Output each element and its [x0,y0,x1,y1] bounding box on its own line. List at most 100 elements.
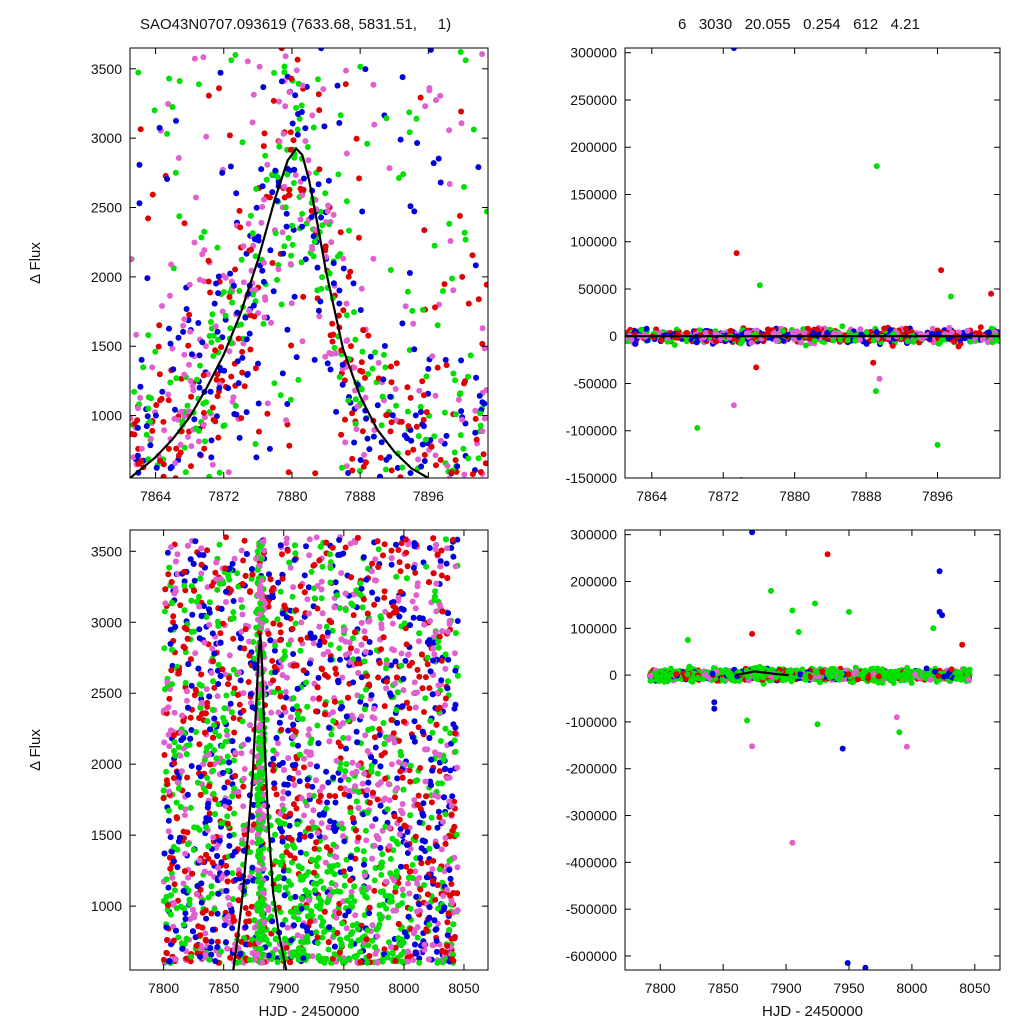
data-point [223,692,230,699]
data-point [210,678,217,685]
data-point [369,560,375,567]
data-point [420,423,427,430]
data-point [403,641,410,648]
data-point [147,418,154,425]
data-point [411,718,418,725]
data-point [167,865,174,872]
data-point [165,828,172,835]
data-point [372,816,379,823]
data-points [625,48,1000,478]
data-point [417,94,424,101]
data-point [160,473,167,478]
data-point [417,886,424,893]
data-point [297,647,304,654]
data-point [246,307,253,314]
data-point [327,551,333,558]
data-point [290,137,297,144]
data-point [190,485,196,491]
data-point [163,768,170,775]
data-point [288,300,295,307]
data-point [164,130,171,137]
data-point [172,475,179,478]
x-tick-label: 7864 [140,488,171,504]
data-point [342,912,349,919]
data-point [204,718,211,725]
data-point [148,481,154,487]
data-point [220,620,226,627]
data-point [285,235,292,241]
data-point [398,958,405,965]
data-point [317,543,324,550]
data-point [209,404,216,411]
data-point [416,615,423,621]
data-point [459,273,466,280]
data-point [474,499,480,505]
data-point [432,97,439,104]
data-point [296,863,303,870]
data-point [188,953,195,960]
data-point [145,332,152,339]
data-point [296,115,303,122]
data-point [324,208,331,215]
data-point [321,929,328,935]
data-point [137,383,144,390]
data-point [189,611,196,618]
data-point [318,285,325,292]
data-point [638,326,645,333]
data-point [316,166,323,173]
data-point [329,544,336,551]
data-point [323,768,330,775]
data-point [241,383,248,390]
data-point [446,621,453,627]
data-point [180,745,187,752]
data-point [261,314,268,321]
y-tick-label: 1000 [91,408,122,424]
data-point [235,380,242,387]
data-point [253,204,260,211]
data-point [206,621,213,628]
data-point [300,186,307,193]
data-point [404,492,410,498]
data-point [337,251,344,257]
data-point [284,924,291,931]
data-point [359,889,366,895]
data-point [421,709,427,715]
data-point [286,89,293,95]
panel-bottom-left: 7800 7850 7900 7950 8000 80501000150020002500… [27,529,489,1020]
data-point [447,875,454,882]
data-point [266,445,273,452]
data-point [307,761,314,768]
data-point [182,587,189,594]
y-tick-label: 2000 [91,269,122,285]
data-point [310,124,317,131]
data-point [474,519,480,525]
data-point [327,579,334,586]
data-point [459,416,466,423]
data-point [221,922,228,929]
data-point [364,435,371,442]
data-point [306,660,313,667]
data-point [947,293,954,300]
data-point [403,863,410,870]
data-point [345,776,352,783]
data-point [375,674,382,681]
data-point [323,805,330,812]
data-point [194,824,201,831]
data-point [214,667,221,674]
data-point [424,661,431,668]
data-point [426,87,433,94]
data-point [426,685,433,692]
data-point [422,103,429,110]
data-point [216,85,222,92]
data-point [313,534,320,541]
data-point [396,175,402,181]
data-point [252,956,259,963]
data-point [167,911,174,918]
data-point [433,721,440,728]
data-point [239,139,246,146]
data-point [428,799,435,806]
data-point [730,48,737,51]
data-point [181,444,188,451]
data-point [169,345,176,352]
data-point [230,690,237,697]
